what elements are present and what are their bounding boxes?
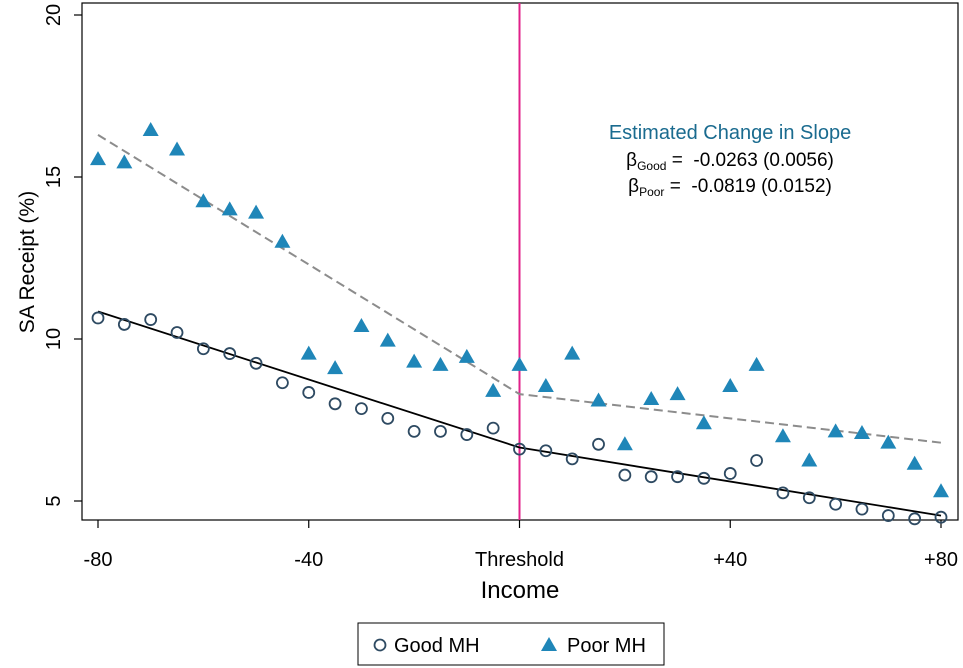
good-mh-point (644, 470, 658, 484)
poor-mh-point (564, 345, 581, 360)
good-mh-point (355, 402, 368, 416)
legend-poor-mh-marker (541, 637, 557, 651)
poor-mh-point (458, 348, 475, 363)
legend-poor-mh-label: Poor MH (567, 635, 646, 657)
poor-mh-point (432, 356, 449, 371)
poor-mh-point (379, 332, 396, 347)
poor-mh-point (274, 233, 291, 248)
fit-line-good-mh (97, 310, 942, 517)
good-mh-point (855, 502, 869, 516)
good-mh-point (697, 471, 711, 485)
y-tick-label: 20 (43, 4, 65, 26)
poor-mh-point (880, 434, 897, 449)
good-mh-point (750, 454, 763, 467)
good-mh-point (302, 386, 316, 399)
good-mh-point (671, 470, 684, 484)
annotation-heading: Estimated Change in Slope (609, 122, 851, 144)
good-mh-point (881, 509, 895, 522)
good-mh-point (934, 510, 948, 524)
legend-box (357, 622, 665, 666)
good-mh-point (223, 347, 237, 360)
x-tick-label: -40 (294, 549, 323, 571)
y-tick-label: 5 (43, 495, 65, 506)
x-tick-label: -80 (84, 549, 113, 571)
poor-mh-point (933, 483, 949, 498)
poor-mh-point (485, 382, 502, 397)
poor-mh-point (195, 193, 212, 208)
good-mh-point (513, 442, 526, 456)
y-tick-label: 15 (43, 166, 65, 188)
y-tick-label: 10 (43, 328, 65, 350)
good-mh-point (908, 512, 922, 526)
good-mh-point (592, 437, 605, 451)
poor-mh-point (116, 154, 133, 169)
fit-lines (97, 134, 942, 517)
x-tick-label: Threshold (475, 549, 564, 571)
slope-annotation: Estimated Change in Slope βGood = -0.026… (609, 122, 851, 199)
poor-mh-point (853, 424, 870, 439)
poor-mh-point (300, 345, 317, 360)
poor-mh-point (353, 318, 370, 333)
poor-mh-point (643, 390, 660, 405)
good-mh-point (776, 486, 790, 500)
poor-mh-point (906, 455, 923, 470)
poor-mh-point (827, 423, 844, 438)
poor-mh-point (590, 392, 607, 407)
good-mh-point (117, 318, 131, 331)
poor-mh-point (221, 201, 238, 216)
good-mh-point (802, 491, 816, 505)
good-mh-point (144, 313, 158, 326)
poor-mh-point (90, 151, 106, 166)
good-mh-point (434, 424, 447, 438)
poor-mh-point (537, 377, 554, 392)
good-mh-point (723, 467, 737, 480)
fit-line-poor-mh (97, 134, 942, 444)
poor-mh-point (695, 415, 712, 430)
legend: Good MH Poor MH (357, 622, 665, 666)
poor-mh-point (327, 360, 344, 375)
good-mh-point (328, 397, 342, 411)
poor-mh-point (406, 353, 423, 368)
annotation-beta-good: βGood = -0.0263 (0.0056) (626, 150, 834, 173)
data-points (90, 122, 949, 526)
x-axis-title: Income (481, 577, 560, 604)
x-tick-label: +80 (924, 549, 958, 571)
good-mh-point (618, 468, 632, 482)
poor-mh-point (169, 141, 186, 156)
poor-mh-point (774, 428, 791, 443)
good-mh-point (829, 497, 843, 511)
poor-mh-point (616, 436, 633, 451)
legend-good-mh-label: Good MH (394, 635, 480, 657)
good-mh-point (196, 342, 210, 356)
annotation-beta-poor: βPoor = -0.0819 (0.0152) (628, 176, 832, 199)
good-mh-point (539, 444, 553, 458)
poor-mh-point (801, 452, 818, 467)
poor-mh-point (669, 386, 686, 401)
good-mh-point (91, 311, 105, 325)
x-tick-label: +40 (713, 549, 747, 571)
good-mh-point (170, 326, 184, 339)
poor-mh-point (248, 204, 265, 219)
poor-mh-point (142, 122, 159, 137)
good-mh-point (486, 421, 500, 435)
good-mh-point (565, 452, 579, 466)
legend-good-mh-marker (373, 638, 387, 652)
good-mh-point (407, 424, 421, 438)
good-mh-point (276, 376, 289, 390)
poor-mh-point (511, 356, 528, 371)
axes: -80 -40 Threshold +40 +80 5 10 15 20 (43, 4, 958, 571)
good-mh-point (381, 411, 395, 425)
y-axis-title: SA Receipt (%) (16, 191, 39, 333)
poor-mh-point (722, 377, 739, 392)
good-mh-point (249, 356, 263, 370)
good-mh-point (460, 428, 474, 441)
poor-mh-point (748, 356, 765, 371)
